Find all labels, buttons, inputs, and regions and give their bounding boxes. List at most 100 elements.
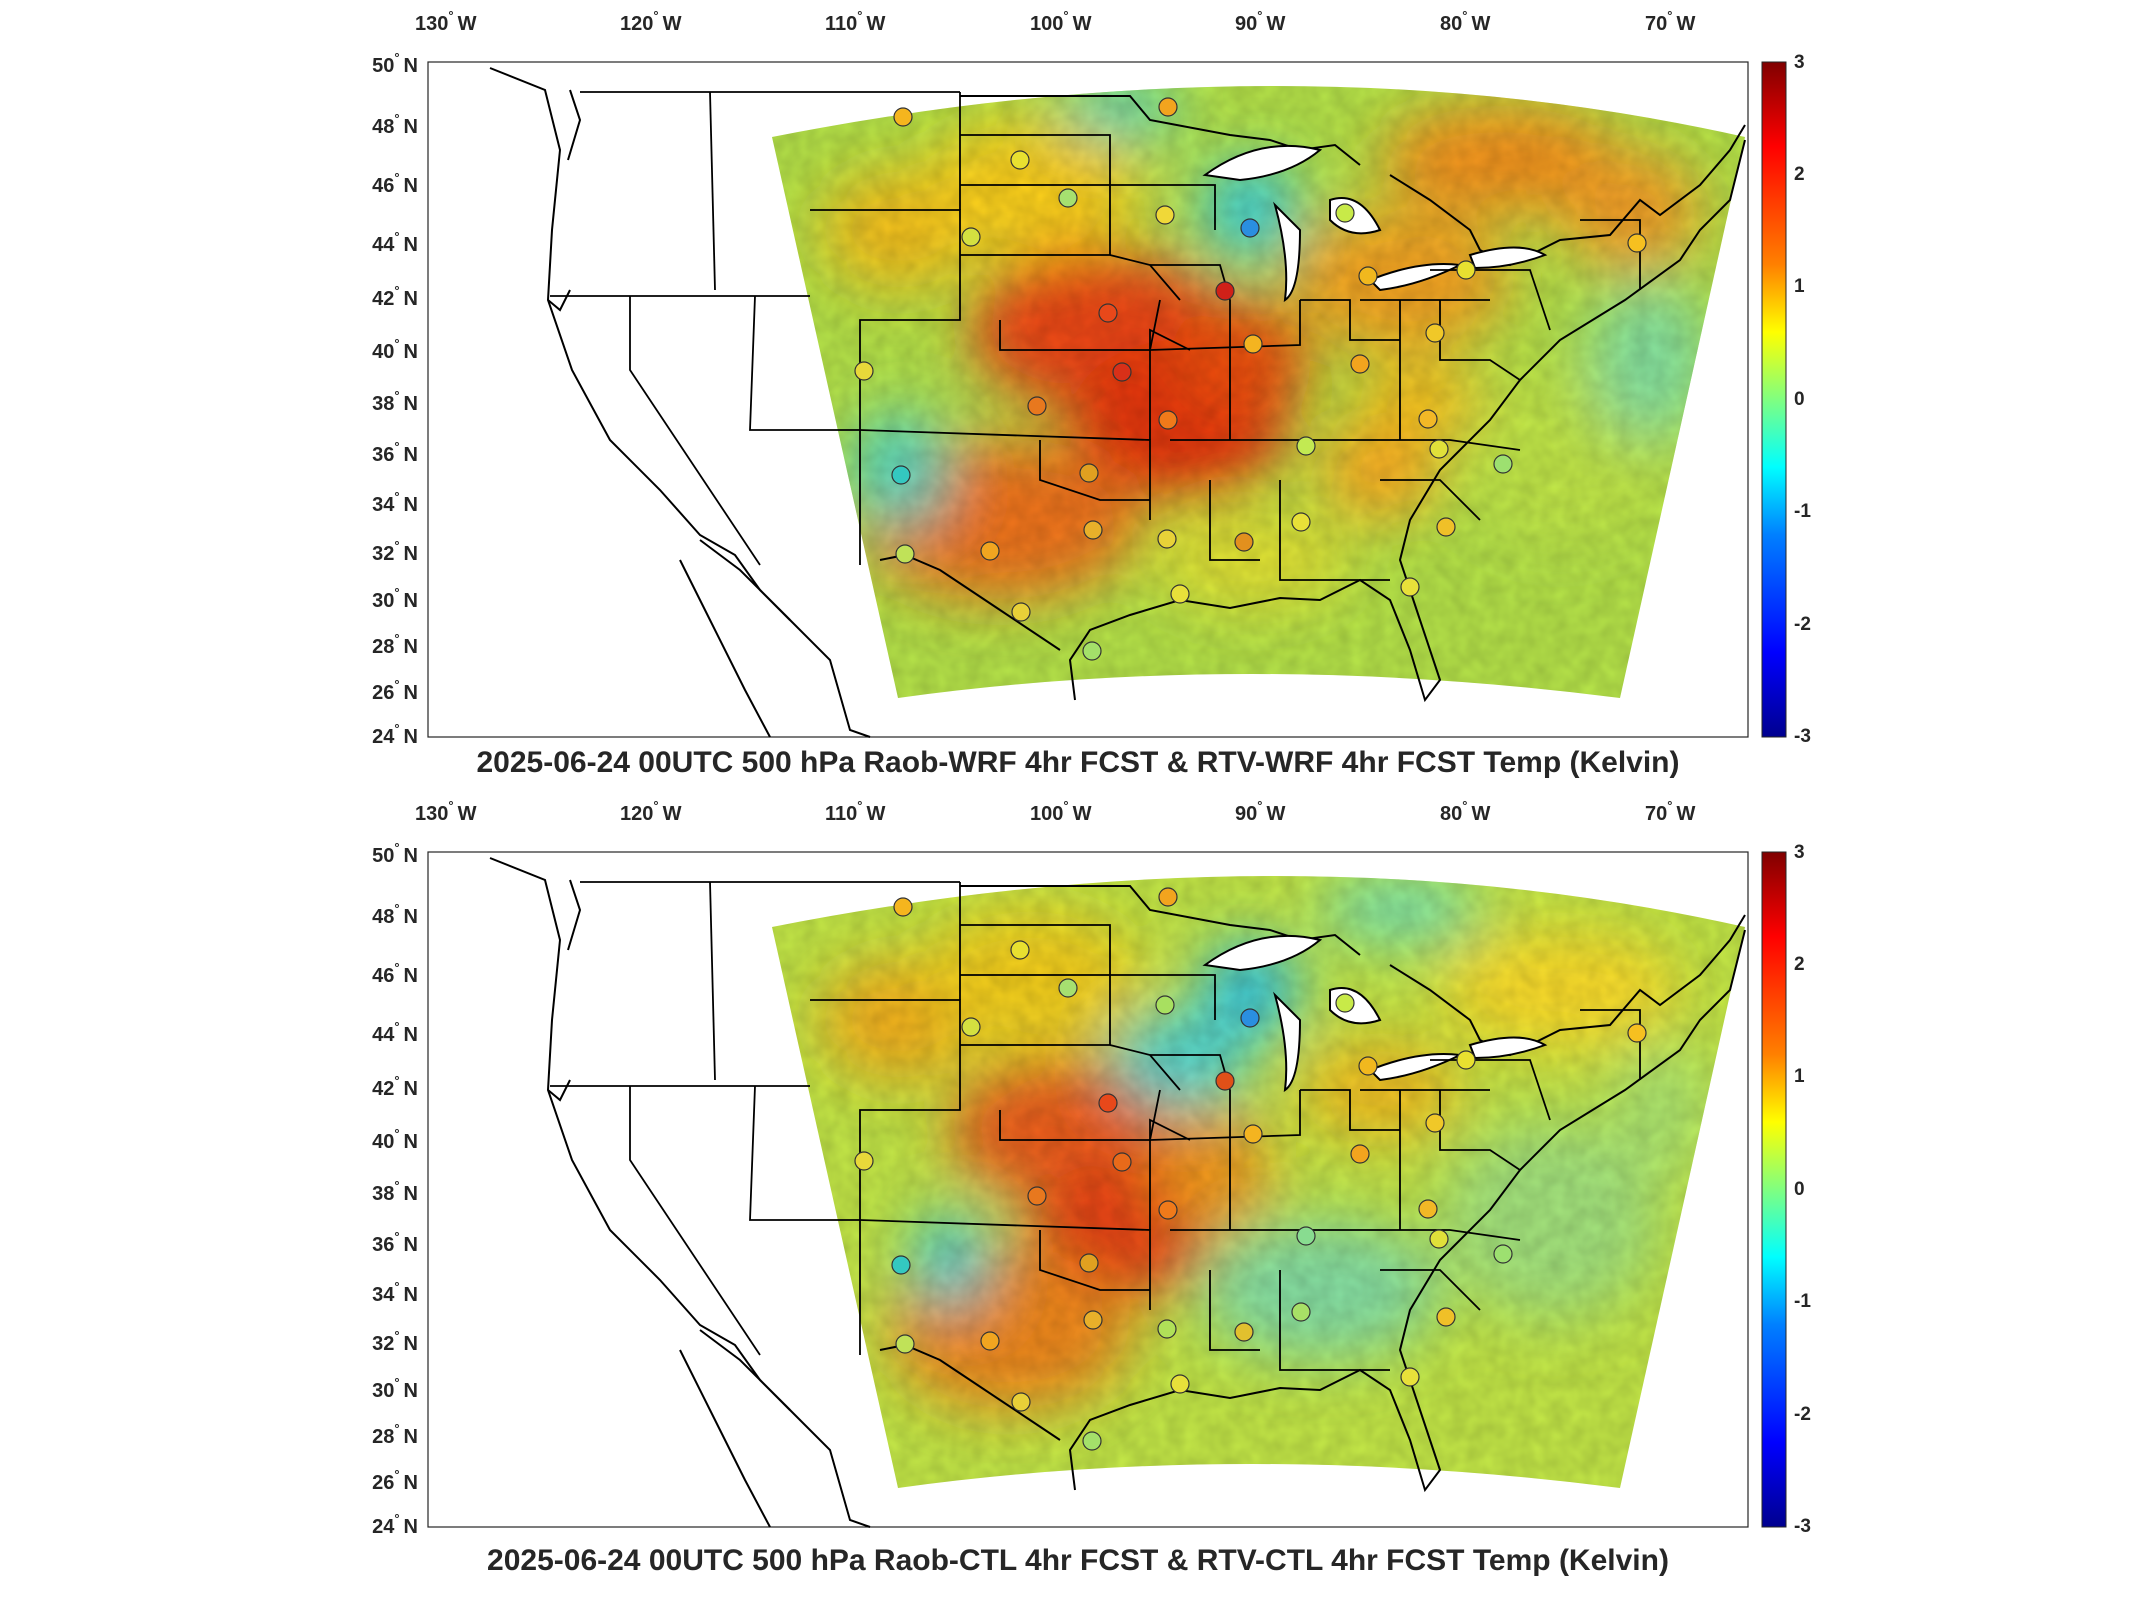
lon-label: 130° W bbox=[415, 798, 477, 825]
lon-label: 90° W bbox=[1235, 798, 1285, 825]
station-marker bbox=[1425, 323, 1445, 343]
map-title-top: 2025-06-24 00UTC 500 hPa Raob-WRF 4hr FC… bbox=[476, 746, 1680, 779]
colorbar-tick-label: -1 bbox=[1794, 501, 1811, 522]
station-marker bbox=[891, 1255, 911, 1275]
station-marker bbox=[1627, 233, 1647, 253]
station-marker bbox=[1215, 281, 1235, 301]
state-borders bbox=[550, 881, 1641, 1371]
station-marker bbox=[1083, 520, 1103, 540]
colorbar-tick-label: -3 bbox=[1794, 1516, 1811, 1537]
station-marker bbox=[961, 1017, 981, 1037]
latitude-labels: 50° N 48° N 46° N 44° N 42° N 40° N 38° N 36° N … bbox=[372, 840, 418, 1538]
station-marker bbox=[1157, 1319, 1177, 1339]
colorbar-tick-label: 2 bbox=[1794, 164, 1805, 185]
colorbar-tick-label: 1 bbox=[1794, 276, 1805, 297]
station-marker bbox=[980, 1331, 1000, 1351]
lat-label: 24° N bbox=[372, 721, 418, 748]
lat-label: 38° N bbox=[372, 1178, 418, 1205]
lat-label: 38° N bbox=[372, 388, 418, 415]
map-title-bottom: 2025-06-24 00UTC 500 hPa Raob-CTL 4hr FC… bbox=[487, 1544, 1669, 1577]
station-marker bbox=[1335, 203, 1355, 223]
station-marker bbox=[1082, 1431, 1102, 1451]
colorbar-tick-label: 0 bbox=[1794, 389, 1805, 410]
station-marker bbox=[1158, 887, 1178, 907]
lat-label: 36° N bbox=[372, 1229, 418, 1256]
station-marker bbox=[1010, 940, 1030, 960]
station-marker bbox=[1027, 396, 1047, 416]
station-marker bbox=[961, 227, 981, 247]
station-marker bbox=[1400, 1367, 1420, 1387]
station-marker bbox=[854, 361, 874, 381]
station-marker bbox=[1079, 463, 1099, 483]
station-marker bbox=[895, 1334, 915, 1354]
lat-label: 48° N bbox=[372, 901, 418, 928]
lon-label: 120° W bbox=[620, 798, 682, 825]
latitude-labels: 50° N 48° N 46° N 44° N 42° N 40° N 38° N 36° N … bbox=[372, 50, 418, 748]
station-marker bbox=[1335, 993, 1355, 1013]
station-marker bbox=[1296, 436, 1316, 456]
colorbar: 3 2 1 0 -1 -2 -3 bbox=[1761, 842, 1811, 1537]
lat-label: 42° N bbox=[372, 1073, 418, 1100]
station-marker bbox=[1098, 303, 1118, 323]
station-marker bbox=[893, 107, 913, 127]
colorbar-gradient bbox=[1761, 851, 1787, 1528]
station-marker bbox=[1243, 334, 1263, 354]
colorbar-tick-label: 3 bbox=[1794, 52, 1805, 73]
longitude-labels: 130° W 120° W 110° W 100° W 90° W 80° W 70° W bbox=[415, 798, 1695, 825]
colorbar-tick-label: 0 bbox=[1794, 1179, 1805, 1200]
station-marker bbox=[1170, 1374, 1190, 1394]
station-marker bbox=[980, 541, 1000, 561]
colorbar-tick-label: -3 bbox=[1794, 726, 1811, 747]
station-marker bbox=[1493, 1244, 1513, 1264]
station-marker bbox=[1079, 1253, 1099, 1273]
lat-label: 36° N bbox=[372, 439, 418, 466]
lat-label: 32° N bbox=[372, 1328, 418, 1355]
lon-label: 100° W bbox=[1030, 798, 1092, 825]
lat-label: 34° N bbox=[372, 489, 418, 516]
map-panel-top: 130° W 120° W 110° W 100° W 90° W 80° W 70° W 5… bbox=[0, 0, 2133, 790]
station-marker bbox=[1436, 1307, 1456, 1327]
temperature-difference-field bbox=[772, 86, 1745, 698]
temperature-difference-field bbox=[772, 876, 1745, 1488]
station-marker bbox=[1291, 1302, 1311, 1322]
lon-label: 80° W bbox=[1440, 8, 1490, 35]
colorbar-tick-label: -2 bbox=[1794, 1404, 1811, 1425]
station-marker bbox=[1456, 1050, 1476, 1070]
lat-label: 44° N bbox=[372, 229, 418, 256]
lat-label: 48° N bbox=[372, 111, 418, 138]
station-marker bbox=[1058, 978, 1078, 998]
state-borders bbox=[550, 91, 1641, 581]
station-marker bbox=[1234, 532, 1254, 552]
station-marker bbox=[893, 897, 913, 917]
lat-label: 26° N bbox=[372, 1467, 418, 1494]
station-marker bbox=[1350, 1144, 1370, 1164]
station-marker bbox=[1010, 150, 1030, 170]
lat-label: 46° N bbox=[372, 960, 418, 987]
station-marker bbox=[1011, 1392, 1031, 1412]
station-marker bbox=[1425, 1113, 1445, 1133]
colorbar-tick-label: -2 bbox=[1794, 614, 1811, 635]
lon-label: 70° W bbox=[1645, 8, 1695, 35]
station-marker bbox=[1157, 529, 1177, 549]
lat-label: 40° N bbox=[372, 1126, 418, 1153]
lat-label: 28° N bbox=[372, 1421, 418, 1448]
lat-label: 44° N bbox=[372, 1019, 418, 1046]
station-marker bbox=[1456, 260, 1476, 280]
station-marker bbox=[1098, 1093, 1118, 1113]
lat-label: 32° N bbox=[372, 538, 418, 565]
station-marker bbox=[1429, 439, 1449, 459]
lat-label: 46° N bbox=[372, 170, 418, 197]
station-marker bbox=[1400, 577, 1420, 597]
lon-label: 90° W bbox=[1235, 8, 1285, 35]
colorbar-tick-label: -1 bbox=[1794, 1291, 1811, 1312]
colorbar-tick-label: 3 bbox=[1794, 842, 1805, 863]
station-marker bbox=[1243, 1124, 1263, 1144]
lat-label: 28° N bbox=[372, 631, 418, 658]
station-marker bbox=[1155, 205, 1175, 225]
colorbar-gradient bbox=[1761, 61, 1787, 738]
station-marker bbox=[1627, 1023, 1647, 1043]
colorbar-tick-label: 1 bbox=[1794, 1066, 1805, 1087]
longitude-labels: 130° W 120° W 110° W 100° W 90° W 80° W 70° W bbox=[415, 8, 1695, 35]
station-marker bbox=[1215, 1071, 1235, 1091]
lat-label: 40° N bbox=[372, 336, 418, 363]
